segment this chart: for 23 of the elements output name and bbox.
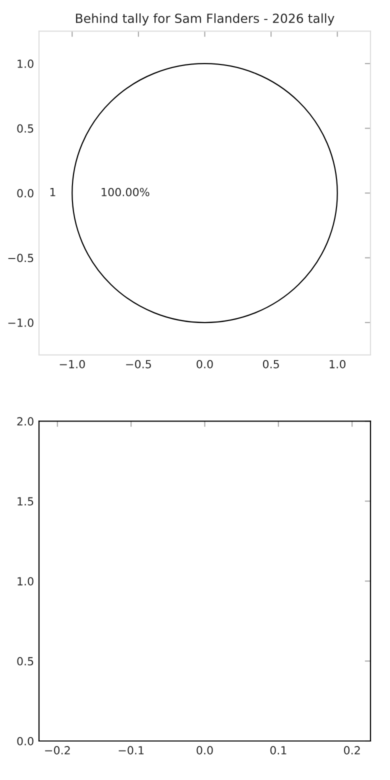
y-tick-label: −1.0 bbox=[8, 318, 34, 327]
y-tick-label: 1.0 bbox=[18, 60, 34, 68]
x-tick-label: 0.0 bbox=[196, 360, 213, 368]
data-label: 100.00% bbox=[102, 188, 150, 196]
y-tick-label: 0.0 bbox=[17, 189, 34, 198]
slice-label: 1 bbox=[50, 188, 56, 196]
x-tick-label: −1.0 bbox=[60, 360, 85, 368]
x-tick-label: 0.1 bbox=[270, 746, 286, 754]
y-tick-label: 1.0 bbox=[18, 577, 34, 586]
x-tick-label: −0.5 bbox=[126, 360, 151, 368]
y-tick-label: −0.5 bbox=[8, 254, 34, 262]
y-tick-label: 0.5 bbox=[17, 124, 34, 133]
y-tick-label: 1.5 bbox=[18, 497, 34, 506]
x-tick-label: 0.0 bbox=[196, 746, 213, 754]
y-tick-label: 0.0 bbox=[17, 736, 34, 746]
chart-title: Behind tally for Sam Flanders - 2026 tally bbox=[76, 13, 334, 26]
y-tick-label: 2.0 bbox=[17, 417, 34, 426]
x-tick-label: −0.1 bbox=[118, 746, 144, 754]
x-tick-label: −0.2 bbox=[45, 746, 70, 754]
x-tick-label: 1.0 bbox=[330, 360, 346, 368]
x-tick-label: 0.5 bbox=[262, 360, 279, 368]
x-tick-label: 0.2 bbox=[344, 746, 360, 754]
y-tick-label: 0.5 bbox=[17, 657, 34, 666]
